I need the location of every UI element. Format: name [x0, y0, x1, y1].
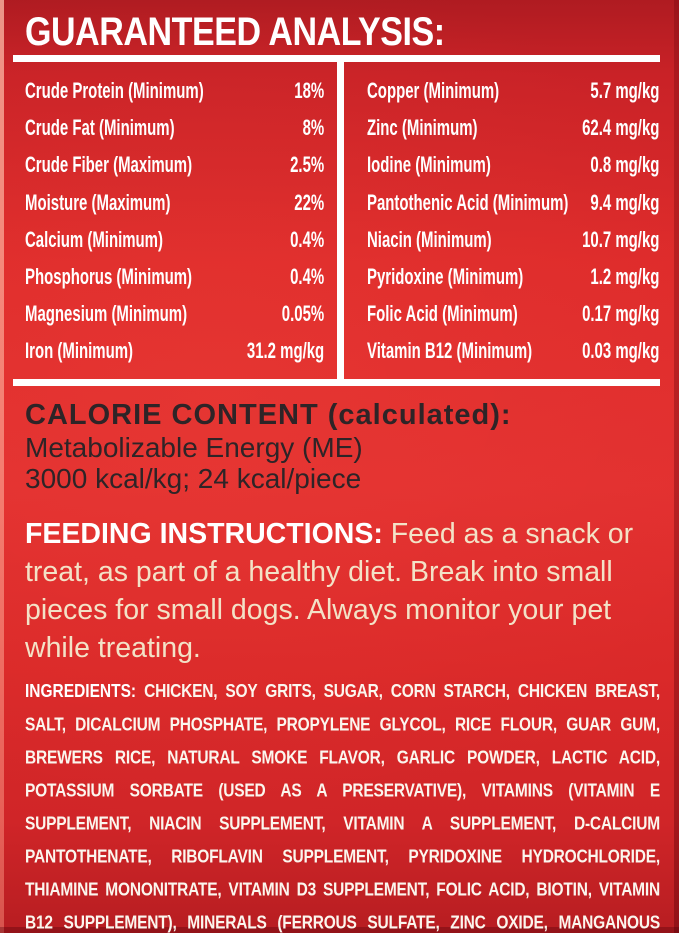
- ingredients-heading: INGREDIENTS:: [25, 681, 137, 702]
- analysis-row: Folic Acid (Minimum) 0.17 mg/kg: [367, 295, 659, 332]
- ingredients-body: CHICKEN, SOY GRITS, SUGAR, CORN STARCH, …: [25, 681, 660, 933]
- nutrient-name: Pantothenic Acid (Minimum): [367, 189, 569, 215]
- nutrient-value: 0.4%: [290, 226, 325, 252]
- analysis-row: Niacin (Minimum) 10.7 mg/kg: [367, 221, 659, 258]
- ingredients-section: INGREDIENTS: CHICKEN, SOY GRITS, SUGAR, …: [25, 676, 660, 933]
- nutrient-value: 22%: [294, 189, 325, 215]
- feeding-instructions-section: FEEDING INSTRUCTIONS: Feed as a snack or…: [25, 515, 670, 667]
- package-bottom-edge-shadow: [0, 927, 679, 933]
- analysis-row: Magnesium (Minimum) 0.05%: [25, 295, 324, 332]
- ingredients-paragraph: INGREDIENTS: CHICKEN, SOY GRITS, SUGAR, …: [25, 676, 660, 933]
- nutrient-name: Vitamin B12 (Minimum): [367, 338, 533, 364]
- nutrient-name: Calcium (Minimum): [25, 226, 163, 252]
- nutrient-value: 0.17 mg/kg: [582, 301, 660, 327]
- nutrient-value: 62.4 mg/kg: [582, 115, 660, 141]
- feeding-instructions-heading: FEEDING INSTRUCTIONS:: [25, 517, 383, 550]
- nutrient-name: Moisture (Maximum): [25, 189, 171, 215]
- metabolizable-energy-line: Metabolizable Energy (ME): [25, 431, 363, 463]
- nutrient-name: Niacin (Minimum): [367, 226, 492, 252]
- analysis-row: Pyridoxine (Minimum) 1.2 mg/kg: [367, 258, 659, 295]
- analysis-row: Copper (Minimum) 5.7 mg/kg: [367, 72, 659, 109]
- analysis-row: Phosphorus (Minimum) 0.4%: [25, 258, 324, 295]
- nutrient-name: Copper (Minimum): [367, 78, 500, 103]
- nutrient-name: Phosphorus (Minimum): [25, 263, 193, 289]
- column-divider: [337, 61, 344, 380]
- guaranteed-analysis-title: GUARANTEED ANALYSIS:: [25, 10, 445, 54]
- nutrient-name: Zinc (Minimum): [367, 115, 478, 141]
- analysis-row: Crude Protein (Minimum) 18%: [25, 72, 324, 109]
- nutrient-value: 10.7 mg/kg: [582, 226, 660, 252]
- calorie-content-section: CALORIE CONTENT (calculated): Metaboliza…: [25, 398, 660, 494]
- analysis-row: Iodine (Minimum) 0.8 mg/kg: [367, 146, 659, 183]
- calorie-content-heading: CALORIE CONTENT (calculated):: [25, 398, 512, 431]
- horizontal-rule-bottom: [13, 378, 660, 386]
- analysis-row: Crude Fiber (Maximum) 2.5%: [25, 146, 324, 183]
- nutrient-name: Iron (Minimum): [25, 338, 134, 364]
- analysis-row: Pantothenic Acid (Minimum) 9.4 mg/kg: [367, 184, 659, 221]
- analysis-row: Calcium (Minimum) 0.4%: [25, 221, 324, 258]
- nutrient-name: Iodine (Minimum): [367, 152, 491, 178]
- package-right-edge-shadow: [674, 0, 679, 933]
- nutrient-value: 0.4%: [290, 263, 325, 289]
- analysis-table: Crude Protein (Minimum) 18% Crude Fat (Mi…: [25, 62, 660, 379]
- analysis-row: Iron (Minimum) 31.2 mg/kg: [25, 332, 324, 369]
- nutrient-value: 18%: [294, 78, 325, 103]
- nutrient-name: Crude Fat (Minimum): [25, 115, 175, 141]
- nutrient-name: Crude Protein (Minimum): [25, 78, 204, 103]
- nutrient-value: 31.2 mg/kg: [246, 338, 325, 364]
- nutrient-value: 8%: [302, 115, 325, 141]
- nutrient-name: Crude Fiber (Maximum): [25, 152, 193, 178]
- nutrient-value: 2.5%: [290, 152, 325, 178]
- nutrient-name: Magnesium (Minimum): [25, 301, 188, 327]
- feeding-instructions-body: Feed as a snack or treat, as part of a h…: [25, 517, 634, 664]
- kcal-values-line: 3000 kcal/kg; 24 kcal/piece: [25, 462, 362, 494]
- analysis-row: Vitamin B12 (Minimum) 0.03 mg/kg: [367, 332, 659, 369]
- analysis-right-column: Copper (Minimum) 5.7 mg/kg Zinc (Minimum)…: [337, 72, 679, 370]
- nutrient-value: 0.05%: [281, 301, 325, 327]
- nutrient-value: 1.2 mg/kg: [590, 263, 660, 289]
- horizontal-rule-top: [13, 55, 660, 62]
- analysis-row: Moisture (Maximum) 22%: [25, 184, 324, 221]
- nutrient-value: 5.7 mg/kg: [590, 78, 660, 103]
- nutrient-name: Pyridoxine (Minimum): [367, 263, 524, 289]
- analysis-left-column: Crude Protein (Minimum) 18% Crude Fat (Mi…: [25, 72, 337, 370]
- analysis-row: Zinc (Minimum) 62.4 mg/kg: [367, 109, 659, 146]
- analysis-row: Crude Fat (Minimum) 8%: [25, 109, 324, 146]
- nutrient-value: 9.4 mg/kg: [590, 189, 660, 215]
- package-left-edge-highlight: [0, 0, 4, 933]
- nutrient-value: 0.03 mg/kg: [582, 338, 660, 364]
- nutrient-name: Folic Acid (Minimum): [367, 301, 518, 327]
- nutrient-value: 0.8 mg/kg: [590, 152, 660, 178]
- guaranteed-analysis-section: Crude Protein (Minimum) 18% Crude Fat (Mi…: [13, 55, 660, 386]
